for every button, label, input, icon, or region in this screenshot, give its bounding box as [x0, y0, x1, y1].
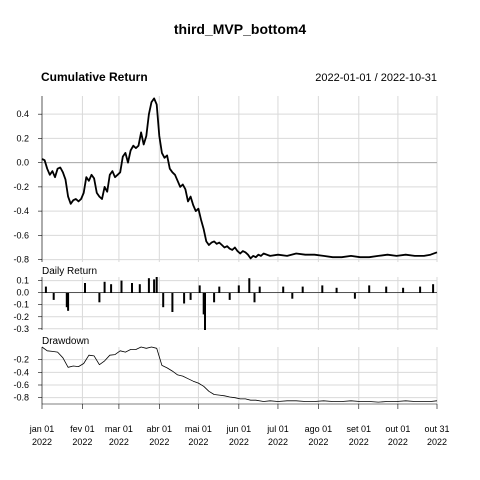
x-tick-label: jan 01	[29, 424, 55, 434]
daily-return-bar	[301, 286, 304, 293]
daily-return-bar	[65, 292, 68, 308]
x-tick-year-label: 2022	[388, 437, 408, 447]
daily-return-bar	[368, 285, 371, 293]
drawdown-panel-title: Drawdown	[42, 336, 89, 347]
data-layer	[41, 97, 438, 403]
y-tick-label: -0.4	[13, 367, 29, 377]
y-tick-label: -0.6	[13, 230, 29, 240]
x-tick-label: out 31	[424, 424, 449, 434]
daily-return-bar	[419, 286, 422, 293]
daily-return-bar	[189, 292, 192, 300]
daily-return-bar	[385, 286, 388, 293]
x-tick-year-label: 2022	[427, 437, 447, 447]
x-tick-label: ago 01	[305, 424, 333, 434]
y-tick-label: -0.2	[13, 182, 29, 192]
x-tick-year-label: 2022	[188, 437, 208, 447]
axes-layer: 0.4 0.2 0.0 -0.2 -0.4 -0.6 -0.8 0.1 0.0 -0.1 -0.2 -…	[13, 96, 450, 447]
daily-return-bar	[282, 286, 285, 293]
daily-return-bar	[213, 292, 216, 303]
x-tick-year-label: 2022	[32, 437, 52, 447]
daily-return-bar	[98, 292, 101, 303]
daily-return-bar	[153, 279, 156, 293]
daily-return-bar	[52, 292, 55, 300]
daily-return-bar	[67, 292, 70, 311]
y-tick-label: -0.2	[13, 355, 29, 365]
x-tick-label: out 01	[385, 424, 410, 434]
y-tick-label: -0.1	[13, 300, 29, 310]
daily-return-bar	[183, 292, 186, 304]
x-tick-label: mar 01	[105, 424, 133, 434]
daily-return-bar	[110, 284, 113, 293]
daily-return-bar	[335, 287, 338, 293]
y-tick-label: -0.3	[13, 324, 29, 334]
y-tick-label: 0.1	[16, 276, 29, 286]
x-tick-year-label: 2022	[149, 437, 169, 447]
daily-return-bar	[103, 281, 106, 293]
daily-return-bar	[131, 283, 133, 293]
y-tick-label: -0.8	[13, 255, 29, 265]
x-tick-label: set 01	[347, 424, 372, 434]
daily-return-bar	[248, 278, 251, 293]
y-tick-label: 0.4	[16, 109, 29, 119]
x-tick-label: fev 01	[70, 424, 95, 434]
x-tick-year-label: 2022	[308, 437, 328, 447]
daily-return-bar	[353, 292, 356, 299]
daily-return-bar	[258, 286, 261, 293]
daily-return-bar	[291, 292, 294, 299]
y-tick-label: -0.2	[13, 312, 29, 322]
x-tick-label: jul 01	[266, 424, 289, 434]
x-tick-year-label: 2022	[349, 437, 369, 447]
x-tick-year-label: 2022	[109, 437, 129, 447]
daily-return-panel-title: Daily Return	[42, 266, 97, 277]
y-tick-label: 0.0	[16, 158, 29, 168]
daily-return-bar	[44, 286, 47, 293]
y-tick-label: -0.8	[13, 393, 29, 403]
drawdown-line	[41, 346, 438, 403]
y-tick-label: -0.4	[13, 206, 29, 216]
x-tick-label: jun 01	[226, 424, 252, 434]
date-range-label: 2022-01-01 / 2022-10-31	[315, 72, 437, 84]
daily-return-bar	[321, 285, 324, 293]
daily-return-bar	[237, 285, 240, 293]
chart-title: third_MVP_bottom4	[174, 21, 306, 37]
daily-return-bar	[432, 284, 435, 293]
x-tick-year-label: 2022	[229, 437, 249, 447]
daily-return-bar	[171, 292, 174, 312]
y-tick-label: 0.2	[16, 133, 29, 143]
daily-return-bar	[162, 292, 165, 308]
daily-return-bar	[204, 292, 206, 330]
daily-return-bar	[155, 277, 158, 293]
daily-return-bar	[138, 284, 141, 293]
daily-return-bar	[147, 278, 150, 293]
daily-return-bar	[402, 287, 405, 293]
daily-return-bar	[84, 283, 86, 293]
daily-return-bar	[198, 285, 201, 293]
daily-return-bar	[218, 286, 221, 293]
y-tick-label: 0.0	[16, 288, 29, 298]
x-tick-label: abr 01	[147, 424, 173, 434]
x-tick-year-label: 2022	[72, 437, 92, 447]
x-tick-label: mai 01	[185, 424, 212, 434]
grid-layer	[41, 96, 438, 404]
daily-return-bar	[120, 280, 123, 293]
cumulative-panel-title: Cumulative Return	[41, 70, 148, 84]
daily-return-bar	[253, 292, 256, 303]
y-tick-label: -0.6	[13, 380, 29, 390]
daily-return-bar	[202, 292, 205, 315]
x-tick-year-label: 2022	[268, 437, 288, 447]
cumulative_return-line	[41, 97, 438, 260]
daily-return-bar	[228, 292, 231, 300]
